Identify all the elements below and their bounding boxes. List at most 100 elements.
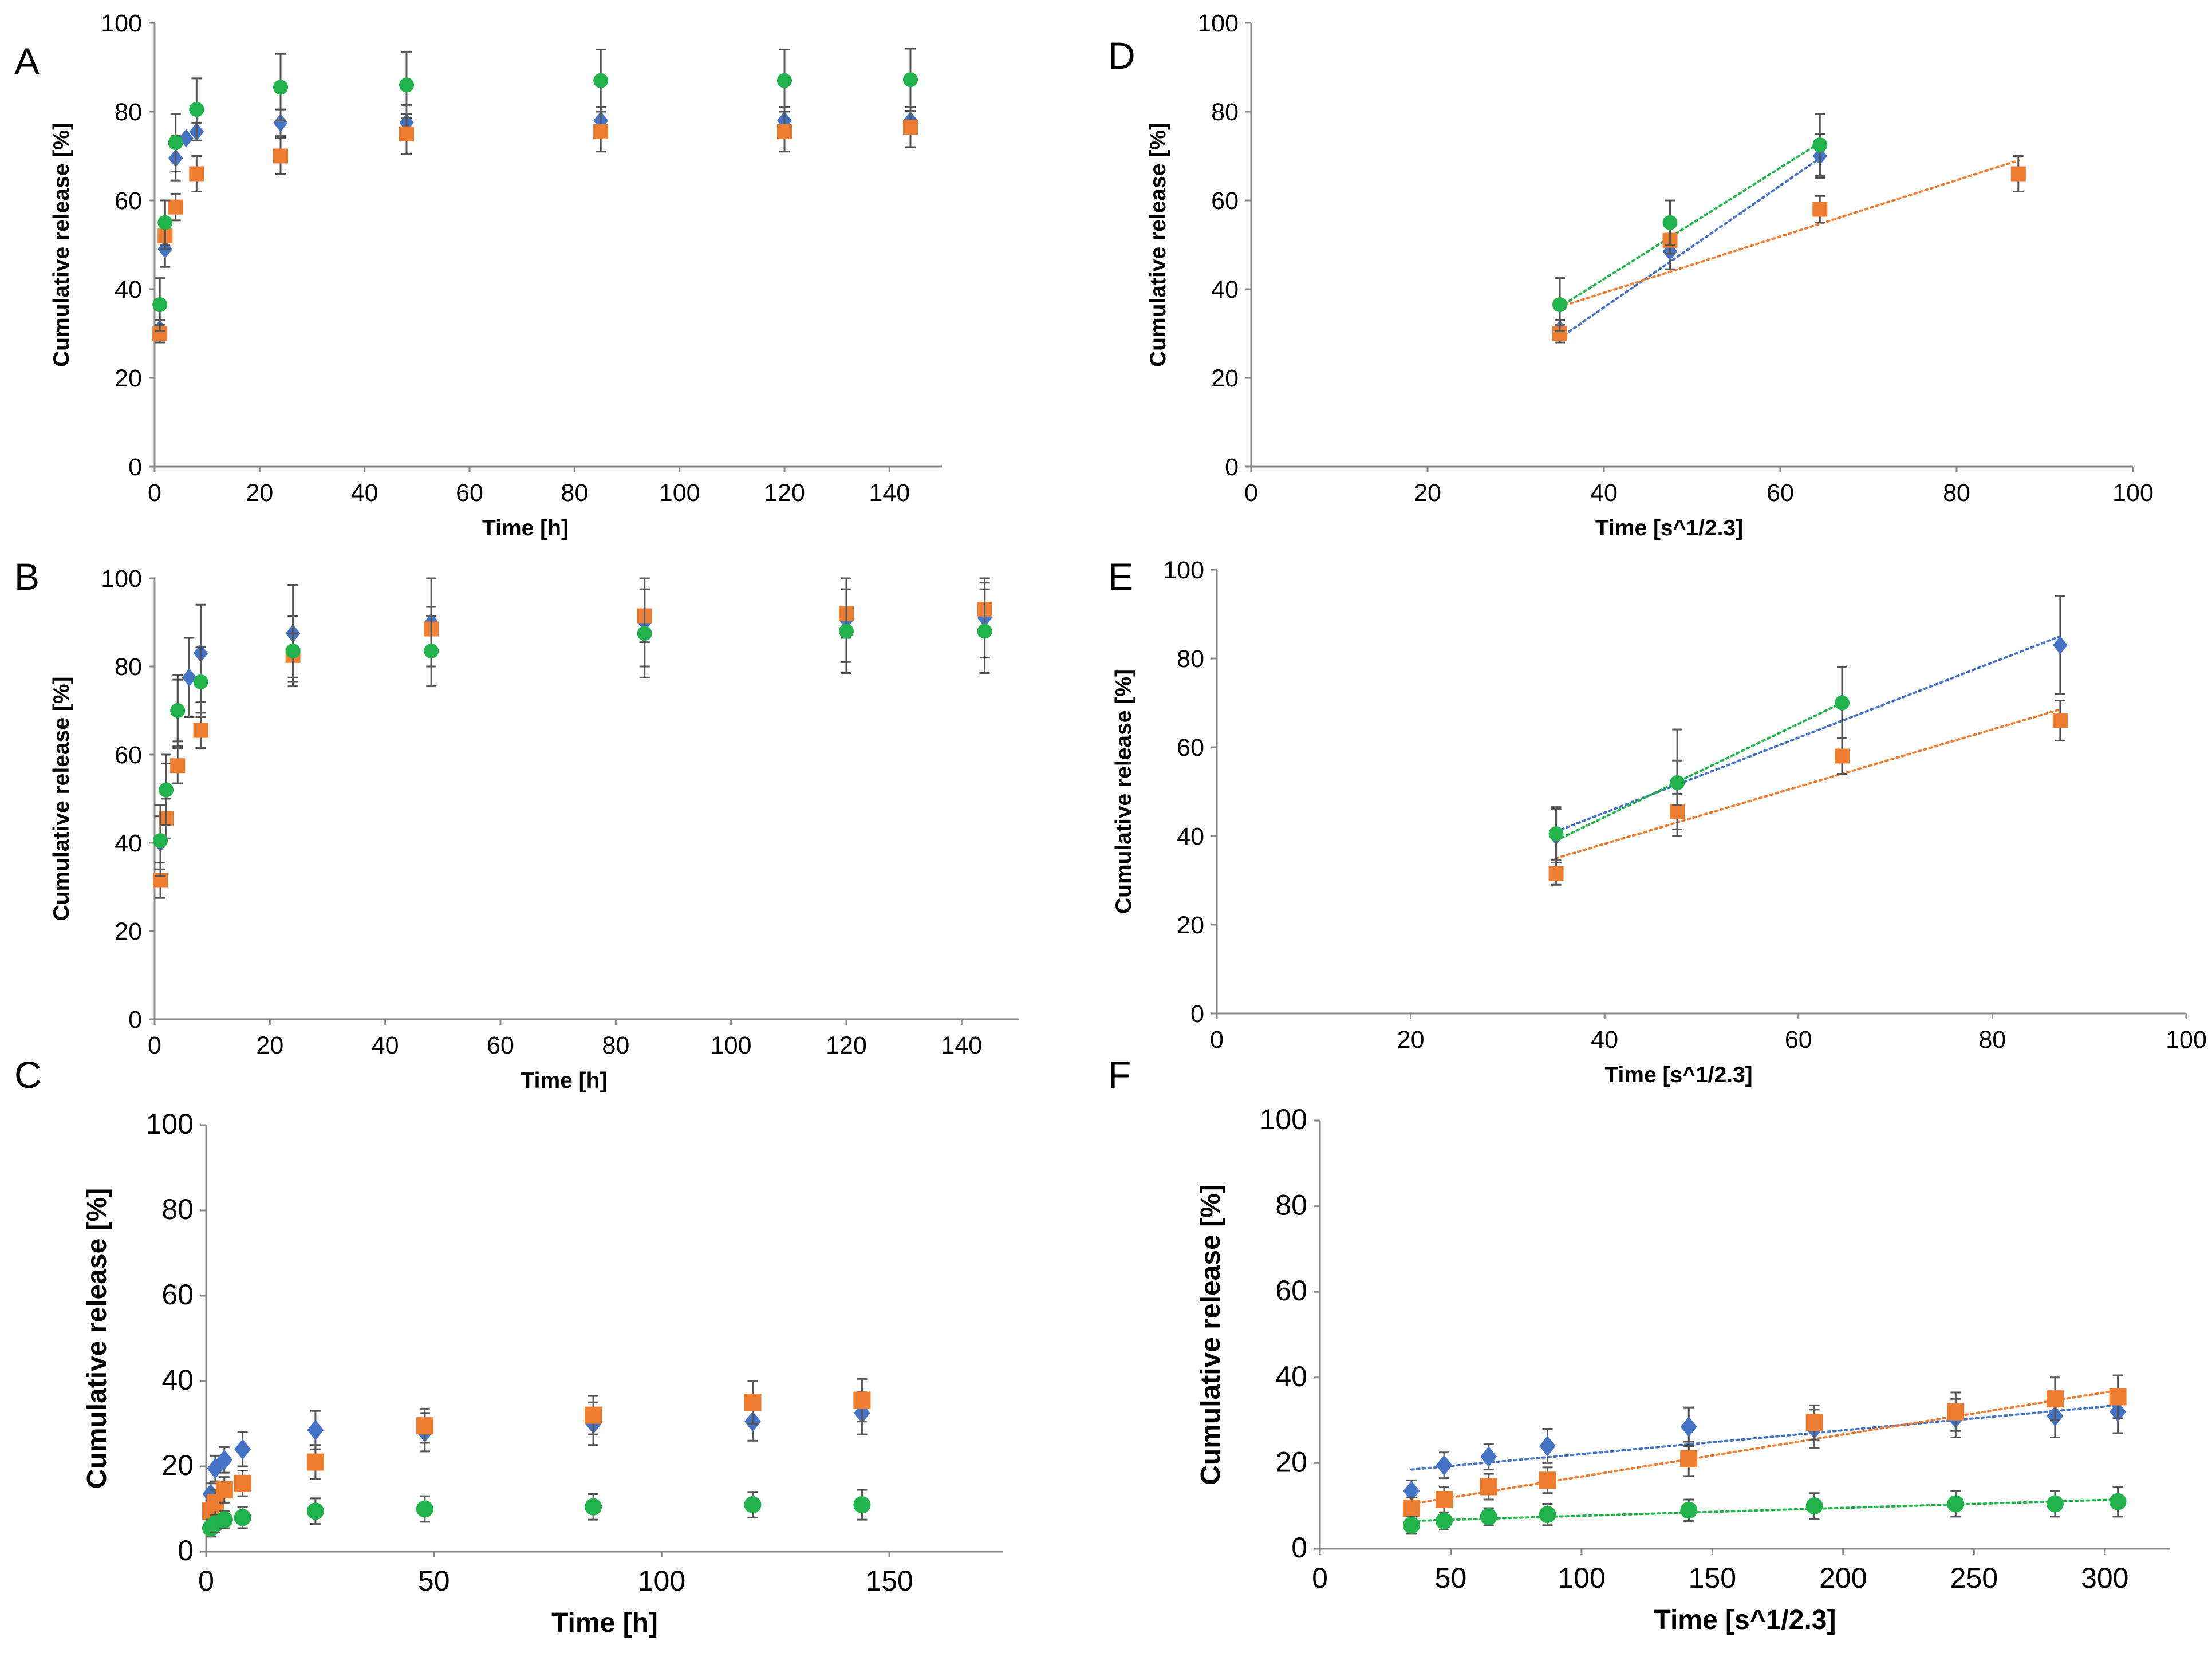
x-tick-label: 50 [1435, 1562, 1467, 1594]
data-point-circle [1834, 695, 1850, 711]
data-point-square [853, 1391, 871, 1409]
data-point-square [193, 723, 208, 738]
data-point-diamond [1539, 1435, 1556, 1457]
x-tick-label: 40 [372, 1032, 399, 1059]
data-point-diamond [182, 668, 197, 687]
x-tick-label: 60 [1785, 1026, 1812, 1054]
trendline-series-3 [1410, 1498, 2119, 1522]
x-tick-label: 100 [638, 1565, 685, 1597]
data-point-square [170, 758, 186, 774]
data-point-diamond [1680, 1416, 1697, 1437]
data-point-circle [593, 73, 609, 88]
x-tick-label: 150 [865, 1565, 913, 1597]
data-point-circle [2046, 1495, 2064, 1513]
y-tick-label: 20 [115, 918, 142, 945]
x-tick-label: 0 [1210, 1026, 1224, 1054]
chart-panel-f: F 0 20 40 60 80 100 0 50 100 150 200 250 300 Time [s^1… [1108, 1054, 2170, 1635]
x-tick-label: 60 [1767, 479, 1794, 507]
data-point-square [168, 199, 183, 215]
y-tick-label: 20 [115, 365, 142, 392]
data-point-circle [157, 215, 173, 230]
x-tick-label: 20 [246, 479, 273, 507]
x-tick-label: 100 [711, 1032, 752, 1059]
y-tick-label: 80 [161, 1193, 194, 1225]
x-tick-label: 0 [148, 1032, 161, 1059]
x-axis-title: Time [h] [551, 1608, 658, 1638]
data-point-square [2109, 1388, 2127, 1406]
y-tick-label: 100 [1197, 10, 1239, 37]
data-point-square [215, 1481, 233, 1498]
y-axis-title: Cumulative release [%] [1111, 669, 1136, 914]
x-tick-label: 100 [2112, 479, 2154, 507]
y-tick-label: 0 [128, 1006, 142, 1033]
y-tick-label: 60 [161, 1279, 194, 1311]
data-point-circle [777, 73, 792, 88]
data-point-square [903, 120, 918, 135]
data-point-circle [234, 1509, 251, 1526]
y-tick-label: 80 [115, 653, 142, 681]
data-point-square [416, 1417, 433, 1435]
y-tick-label: 40 [115, 276, 142, 303]
data-point-circle [306, 1502, 324, 1520]
y-tick-label: 0 [1190, 1000, 1204, 1028]
data-point-circle [744, 1496, 762, 1514]
data-point-diamond [1480, 1446, 1497, 1467]
x-tick-label: 200 [1819, 1562, 1867, 1594]
data-point-square [1436, 1490, 1453, 1508]
data-point-circle [1480, 1508, 1497, 1525]
x-tick-label: 80 [602, 1032, 629, 1059]
x-tick-label: 40 [351, 479, 378, 507]
y-axis-title: Cumulative release [%] [1146, 123, 1170, 367]
data-point-circle [977, 624, 992, 639]
x-tick-label: 140 [941, 1032, 982, 1059]
x-tick-label: 60 [456, 479, 483, 507]
data-point-circle [170, 703, 186, 718]
x-tick-label: 300 [2081, 1562, 2128, 1594]
x-tick-label: 20 [1414, 479, 1441, 507]
x-tick-label: 250 [1950, 1562, 1998, 1594]
x-tick-label: 150 [1689, 1562, 1736, 1594]
data-point-circle [168, 135, 183, 151]
data-point-circle [215, 1511, 233, 1529]
data-point-square [273, 148, 288, 164]
y-tick-label: 40 [161, 1364, 194, 1396]
data-point-square [1548, 866, 1564, 881]
x-tick-label: 80 [1978, 1026, 2006, 1054]
y-tick-label: 20 [161, 1449, 194, 1481]
data-point-circle [2109, 1493, 2127, 1510]
data-point-circle [189, 102, 204, 117]
data-point-circle [159, 782, 174, 798]
data-point-square [744, 1394, 762, 1411]
y-tick-label: 80 [1211, 98, 1239, 126]
y-tick-label: 100 [1260, 1103, 1307, 1135]
x-tick-label: 120 [826, 1032, 867, 1059]
y-tick-label: 80 [1275, 1189, 1307, 1221]
data-point-diamond [207, 1458, 224, 1479]
data-point-square [2046, 1390, 2064, 1408]
x-tick-label: 0 [198, 1565, 214, 1597]
y-tick-label: 60 [115, 741, 142, 769]
x-tick-label: 100 [659, 479, 700, 507]
data-point-square [1947, 1403, 1965, 1421]
data-point-circle [1402, 1516, 1420, 1534]
x-tick-label: 80 [561, 479, 588, 507]
data-point-diamond [216, 1449, 233, 1470]
data-point-circle [399, 77, 414, 93]
data-point-circle [853, 1496, 871, 1514]
y-tick-label: 20 [1211, 365, 1239, 392]
y-tick-label: 40 [1211, 276, 1239, 303]
y-tick-label: 0 [128, 453, 142, 481]
data-point-diamond [273, 113, 288, 132]
y-axis-title: Cumulative release [%] [82, 1188, 112, 1489]
panel-letter: F [1108, 1054, 1131, 1096]
y-tick-label: 40 [115, 830, 142, 857]
trendline-series-1 [1559, 157, 1821, 340]
y-tick-label: 100 [101, 565, 142, 593]
x-tick-label: 140 [869, 479, 910, 507]
data-point-circle [1436, 1512, 1453, 1530]
data-point-circle [285, 644, 301, 659]
x-tick-label: 0 [1244, 479, 1258, 507]
trendline-series-2 [1555, 708, 2061, 859]
y-tick-label: 60 [1211, 187, 1239, 215]
